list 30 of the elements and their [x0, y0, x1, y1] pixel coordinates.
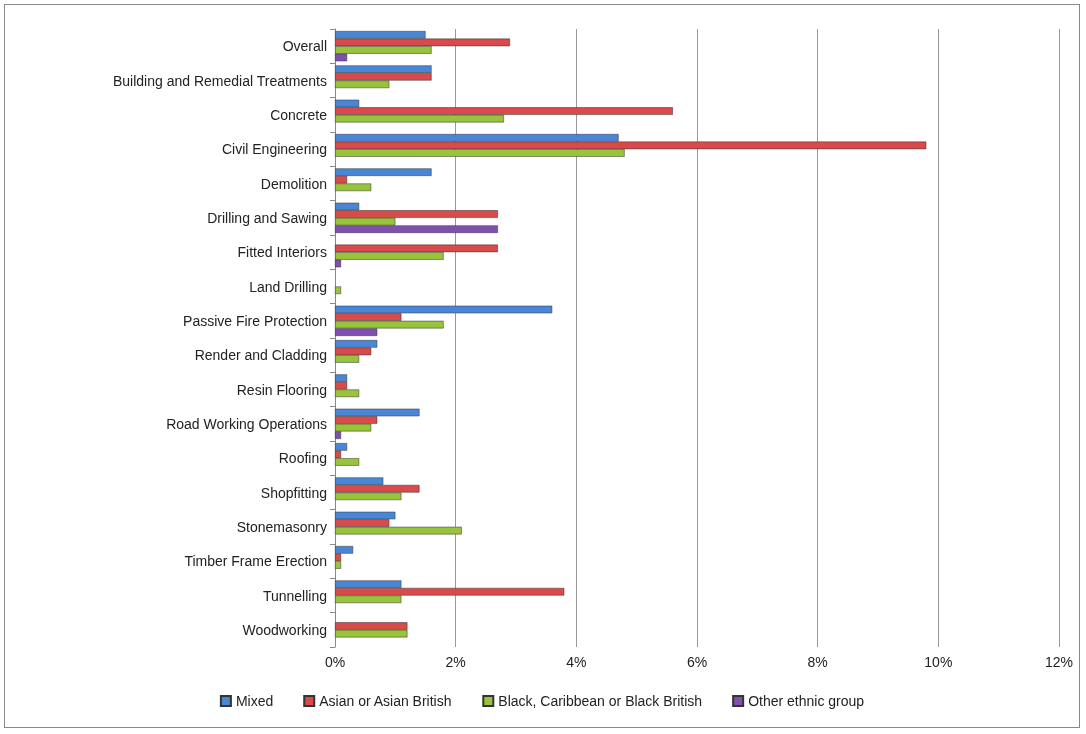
y-tick-label: Tunnelling: [262, 587, 327, 604]
legend-label: Asian or Asian British: [319, 693, 452, 709]
y-tick-label: Land Drilling: [249, 278, 327, 295]
y-tick-label: Concrete: [270, 106, 328, 123]
y-tick-label: Render and Cladding: [194, 347, 327, 364]
y-tick-label: Building and Remedial Treatments: [112, 72, 327, 89]
y-tick-label: Civil Engineering: [221, 141, 327, 158]
x-tick-label: 8%: [807, 654, 828, 670]
y-tick-label: Stonemasonry: [236, 518, 327, 535]
y-tick-label: Shopfitting: [260, 484, 327, 501]
y-tick-label: Fitted Interiors: [237, 244, 327, 261]
y-tick-label: Overall: [282, 38, 327, 55]
legend-label: Mixed: [235, 693, 274, 709]
y-tick-label: Roofing: [278, 450, 327, 467]
y-tick-label: Road Working Operations: [166, 415, 327, 432]
y-tick-label: Passive Fire Protection: [183, 312, 327, 329]
x-tick-label: 10%: [924, 654, 953, 670]
y-tick-label: Woodworking: [242, 621, 327, 638]
x-tick-label: 12%: [1044, 654, 1074, 670]
legend-label: Black, Caribbean or Black British: [498, 693, 703, 709]
x-tick-label: 6%: [686, 654, 708, 670]
x-tick-label: 4%: [566, 654, 587, 670]
x-tick-label: 0%: [324, 654, 346, 670]
y-tick-label: Demolition: [260, 175, 327, 192]
y-tick-label: Timber Frame Erection: [184, 553, 327, 570]
legend-label: Other ethnic group: [748, 693, 865, 709]
y-tick-label: Drilling and Sawing: [207, 209, 327, 226]
x-tick-label: 2%: [445, 654, 466, 670]
y-tick-label: Resin Flooring: [236, 381, 327, 398]
bar: [335, 286, 342, 295]
